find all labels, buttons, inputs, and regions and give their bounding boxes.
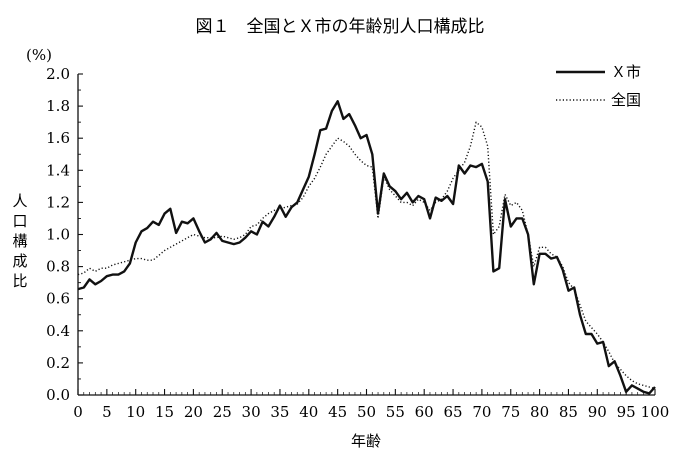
x-tick-label: 95 bbox=[617, 403, 636, 421]
x-tick-label: 65 bbox=[444, 403, 463, 421]
x-tick-label: 45 bbox=[328, 403, 347, 421]
y-tick-label: 0.2 bbox=[46, 354, 70, 372]
legend-label: Ｘ市 bbox=[611, 63, 641, 81]
x-axis-label: 年齢 bbox=[351, 432, 381, 450]
x-tick-label: 80 bbox=[530, 403, 549, 421]
series-line-x-city bbox=[77, 100, 656, 395]
y-tick-label: 0.8 bbox=[46, 258, 70, 276]
x-tick-label: 85 bbox=[559, 403, 578, 421]
axes: 0.0 0.2 0.4 0.6 0.8 1.0 1.2 1.4 1.6 1.8 2.0 0 5 10 15 2… bbox=[46, 65, 669, 421]
y-tick-label: 0.4 bbox=[46, 322, 70, 340]
chart-title: 図１ 全国とＸ市の年齢別人口構成比 bbox=[196, 17, 485, 37]
x-tick-label: 35 bbox=[270, 403, 289, 421]
y-tick-label: 1.6 bbox=[46, 129, 70, 147]
series-group bbox=[77, 100, 656, 395]
x-tick-label: 25 bbox=[213, 403, 232, 421]
series-line-national bbox=[77, 121, 656, 390]
x-tick-label: 15 bbox=[155, 403, 174, 421]
y-axis-label-char: 構 bbox=[12, 232, 27, 250]
y-axis-label-char: 成 bbox=[12, 252, 27, 270]
y-tick-label: 1.2 bbox=[46, 193, 70, 211]
x-tick-label: 60 bbox=[415, 403, 434, 421]
x-tick-label: 100 bbox=[641, 403, 670, 421]
y-tick-label: 1.8 bbox=[46, 97, 70, 115]
y-axis-label-char: 人 bbox=[12, 192, 27, 210]
x-tick-label: 90 bbox=[588, 403, 607, 421]
y-axis-label: 人口構成比 bbox=[12, 192, 27, 290]
y-axis-label-char: 口 bbox=[12, 212, 27, 230]
y-tick-label: 2.0 bbox=[46, 65, 70, 83]
y-axis-label-char: 比 bbox=[12, 272, 27, 290]
legend-label: 全国 bbox=[611, 91, 641, 109]
x-tick-label: 70 bbox=[472, 403, 491, 421]
x-tick-label: 20 bbox=[184, 403, 203, 421]
x-tick-label: 5 bbox=[102, 403, 112, 421]
x-tick-label: 55 bbox=[386, 403, 405, 421]
y-tick-label: 0.6 bbox=[46, 290, 70, 308]
y-tick-label: 1.0 bbox=[46, 226, 70, 244]
y-tick-label: 1.4 bbox=[46, 161, 70, 179]
x-tick-label: 30 bbox=[242, 403, 261, 421]
x-tick-label: 75 bbox=[501, 403, 520, 421]
y-tick-label: 0.0 bbox=[46, 386, 70, 404]
x-tick-label: 0 bbox=[73, 403, 83, 421]
y-unit-label: (%) bbox=[26, 46, 52, 64]
x-tick-label: 50 bbox=[357, 403, 376, 421]
x-tick-label: 40 bbox=[299, 403, 318, 421]
x-tick-label: 10 bbox=[126, 403, 145, 421]
